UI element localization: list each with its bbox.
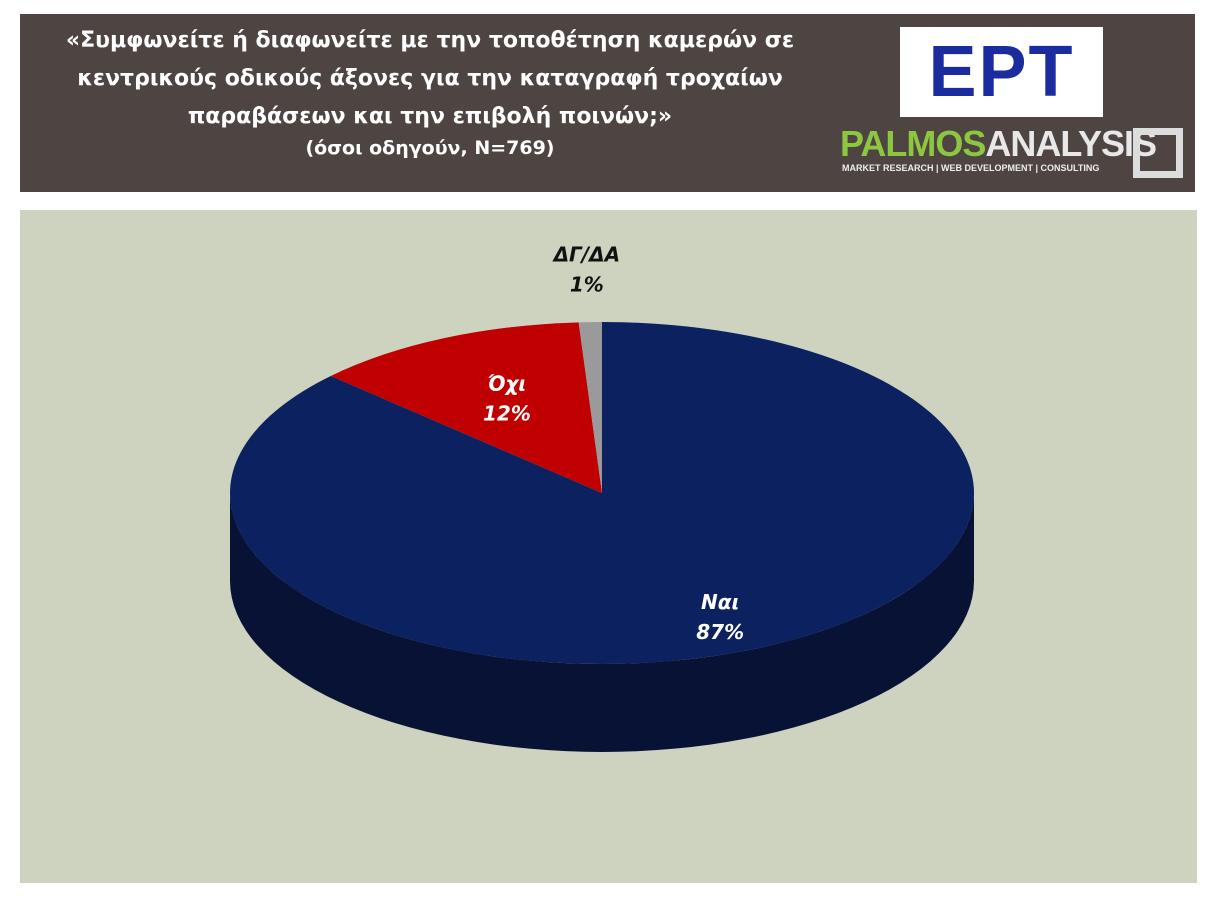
brand-icon [1133,128,1183,178]
brand-logo: PALMOSANALYSIS [840,123,1157,164]
slice-label: Ναι [701,590,739,614]
brand-tagline: MARKET RESEARCH | WEB DEVELOPMENT | CONS… [842,163,1100,173]
chart-subtitle: (όσοι οδηγούν, N=769) [305,137,555,159]
ert-logo: ΕΡΤ [900,27,1103,117]
brand-second: ANALYSIS [985,123,1157,164]
slice-label: ΔΓ/ΔΑ [552,242,620,266]
slice-label: Όχι [488,372,527,396]
value-label: 1% [570,272,604,296]
value-label: 12% [483,402,531,426]
slice [330,322,602,493]
slice-side [230,493,974,752]
slice [578,322,602,493]
chart-title: «Συμφωνείτε ή διαφωνείτε με την τοποθέτη… [65,28,795,129]
brand-first: PALMOS [840,123,986,164]
slice [230,322,975,664]
value-label: 87% [696,620,744,644]
